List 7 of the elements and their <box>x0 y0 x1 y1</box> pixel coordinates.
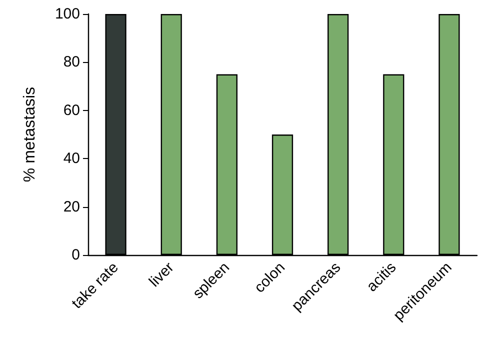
y-tick-label: 100 <box>54 6 80 22</box>
y-tick-label: 20 <box>63 198 80 216</box>
y-axis-title: % metastasis <box>22 86 38 182</box>
y-tick-label: 80 <box>63 54 80 71</box>
y-tick-label: 60 <box>63 102 80 119</box>
y-tick-label: 40 <box>63 150 80 168</box>
x-tick-label: liver <box>146 258 178 290</box>
